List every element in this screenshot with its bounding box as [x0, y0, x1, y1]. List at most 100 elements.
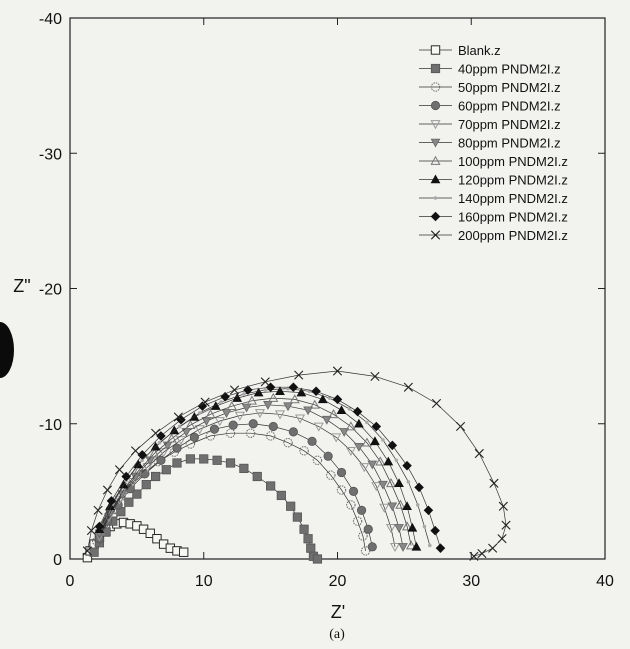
data-point	[359, 463, 370, 473]
data-point	[346, 500, 356, 510]
data-point	[286, 386, 290, 391]
data-point	[161, 465, 171, 475]
data-point	[345, 421, 356, 431]
data-point	[423, 505, 434, 516]
data-point	[212, 455, 222, 465]
data-point	[94, 521, 105, 532]
data-point	[307, 436, 317, 446]
series-4	[94, 409, 401, 553]
legend-marker	[430, 174, 441, 184]
cross-stroke	[260, 377, 270, 387]
data-point	[299, 524, 309, 534]
data-point	[152, 534, 162, 544]
data-point	[365, 420, 369, 425]
data-point	[309, 399, 320, 409]
x-tick-label: 0	[66, 573, 75, 590]
data-point	[394, 478, 404, 488]
cross-stroke	[501, 520, 511, 530]
legend-label: 70ppm PNDM2I.z	[458, 117, 561, 132]
data-point	[398, 543, 408, 552]
data-point	[332, 366, 343, 376]
data-point	[313, 422, 324, 432]
legend: Blank.z 40ppm PNDM2I.z 50ppm PNDM2I.z 60ppm…	[419, 43, 568, 243]
data-point	[199, 454, 209, 464]
legend-label: 140ppm PNDM2I.z	[458, 191, 568, 206]
data-point	[239, 463, 249, 473]
legend-marker	[430, 155, 441, 165]
data-point	[303, 406, 313, 416]
y-tick-label: -30	[39, 146, 62, 163]
cross-stroke	[93, 505, 103, 515]
data-point	[306, 543, 316, 553]
data-point	[263, 401, 273, 410]
data-point	[276, 490, 286, 501]
data-point	[295, 414, 306, 424]
data-point	[469, 551, 479, 561]
legend-label: 60ppm PNDM2I.z	[458, 99, 561, 114]
data-point	[488, 543, 498, 553]
data-point	[323, 451, 333, 461]
data-point	[394, 524, 404, 533]
data-point	[82, 546, 92, 556]
data-point	[336, 485, 347, 495]
data-point	[402, 521, 413, 531]
data-point	[150, 471, 161, 482]
data-point	[156, 455, 166, 465]
data-point	[489, 478, 499, 488]
cross-stroke	[497, 534, 507, 544]
data-point	[375, 456, 386, 466]
data-point	[185, 419, 196, 429]
data-point	[86, 526, 96, 536]
x-tick-label: 20	[329, 573, 347, 590]
data-point	[263, 388, 268, 392]
data-point	[354, 442, 364, 452]
data-point	[102, 485, 113, 495]
cross-stroke	[474, 448, 484, 459]
cross-stroke	[229, 385, 240, 395]
data-point	[332, 394, 343, 405]
data-point	[367, 542, 377, 552]
data-point	[312, 554, 323, 564]
legend-entry: 140ppm PNDM2I.z	[419, 191, 568, 206]
data-point	[93, 505, 103, 515]
data-point	[197, 411, 202, 415]
data-point	[141, 480, 151, 490]
data-point	[156, 431, 166, 441]
data-point	[151, 428, 161, 438]
data-point	[173, 412, 183, 422]
legend-label: 80ppm PNDM2I.z	[458, 136, 561, 151]
legend-marker	[430, 211, 441, 222]
data-point	[169, 425, 180, 435]
legend-label: 120ppm PNDM2I.z	[458, 173, 568, 188]
legend-entry: 70ppm PNDM2I.z	[419, 117, 561, 132]
legend-entry: 80ppm PNDM2I.z	[419, 136, 561, 151]
data-point	[411, 541, 422, 551]
data-point	[89, 547, 99, 557]
data-point	[312, 455, 323, 465]
legend-entry: 120ppm PNDM2I.z	[419, 173, 568, 188]
data-point	[246, 395, 257, 405]
legend-entry: Blank.z	[419, 43, 501, 58]
legend-entry: 40ppm PNDM2I.z	[419, 62, 561, 77]
data-point	[219, 400, 223, 404]
series-1	[89, 454, 323, 564]
legend-entry: 60ppm PNDM2I.z	[419, 99, 561, 114]
cross-stroke	[469, 551, 479, 561]
data-point	[348, 486, 359, 496]
data-point	[243, 385, 253, 395]
data-point	[385, 478, 397, 488]
data-point	[133, 465, 144, 475]
data-point	[311, 386, 321, 397]
data-point	[455, 421, 466, 432]
data-point	[283, 402, 293, 412]
data-point	[385, 524, 397, 534]
data-point	[205, 409, 216, 419]
legend-marker	[430, 100, 441, 111]
series-10	[82, 366, 511, 561]
data-point	[294, 370, 304, 380]
data-point	[361, 437, 372, 447]
data-point	[352, 516, 363, 526]
data-point	[474, 448, 484, 459]
data-point	[422, 524, 427, 529]
